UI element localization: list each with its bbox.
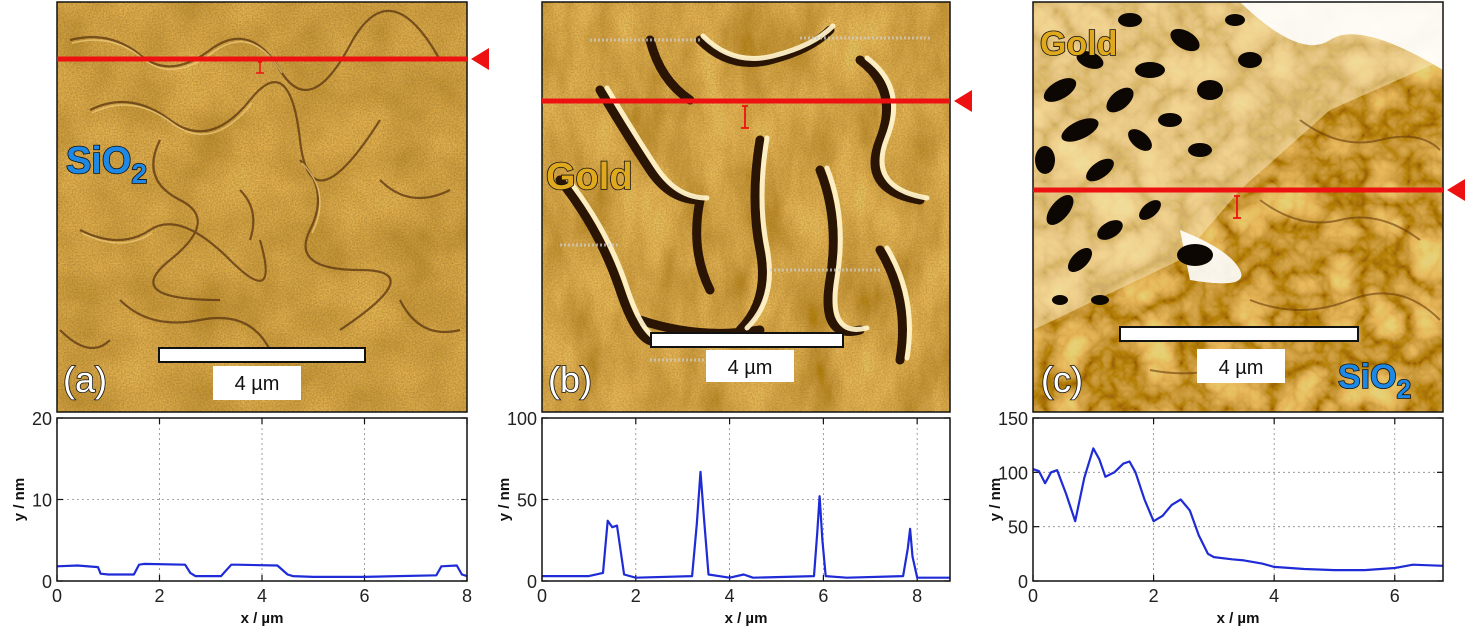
y-tick-label-c-3: 150 xyxy=(998,409,1028,429)
afm-c-gold-region xyxy=(1033,2,1443,330)
panel-letter-b: (b) xyxy=(548,359,592,400)
x-tick-label-c-3: 6 xyxy=(1390,586,1400,606)
panel-letter-a: (a) xyxy=(63,359,107,400)
profile-cursor-b xyxy=(741,105,749,129)
material-label-a-1: SiO2 xyxy=(66,140,147,189)
material-label-c-2: SiO2 xyxy=(1338,358,1411,404)
y-axis-title-c: y / nm xyxy=(987,478,1004,521)
y-axis-title-a: y / nm xyxy=(11,478,28,521)
afm-c-bright-patch xyxy=(1240,2,1443,70)
x-tick-label-c-1: 2 xyxy=(1149,586,1159,606)
scale-bar-b xyxy=(650,332,844,348)
height-profile-line-c xyxy=(1032,447,1444,572)
height-profile-line-b xyxy=(542,470,950,579)
x-tick-label-a-2: 4 xyxy=(257,586,267,606)
x-tick-label-b-0: 0 xyxy=(537,586,547,606)
plot-frame-c xyxy=(1032,417,1444,582)
afm-a-grain-boundaries xyxy=(59,9,461,351)
afm-frame-a xyxy=(56,1,468,413)
afm-frame-c xyxy=(1032,1,1444,413)
x-axis-title-c: x / µm xyxy=(1217,610,1260,627)
x-axis-title-b: x / µm xyxy=(725,610,768,627)
height-profile-line-a xyxy=(56,562,468,579)
y-tick-label-a-2: 20 xyxy=(32,409,52,429)
profile-plot-c: 0 2 4 6 0 50 100 150 x / µm y / nm xyxy=(987,409,1444,627)
plot-frame-a xyxy=(56,417,468,582)
x-tick-label-b-2: 4 xyxy=(725,586,735,606)
x-tick-label-a-3: 6 xyxy=(359,586,369,606)
afm-image-a xyxy=(57,2,467,412)
scale-label-b: 4 µm xyxy=(728,357,773,379)
x-tick-label-a-0: 0 xyxy=(52,586,62,606)
y-tick-label-a-0: 0 xyxy=(42,572,52,592)
profile-marker-b xyxy=(954,90,972,112)
y-tick-label-c-1: 50 xyxy=(1008,518,1028,538)
y-tick-label-b-0: 0 xyxy=(527,572,537,592)
plot-frame-b xyxy=(541,417,951,582)
scale-label-c: 4 µm xyxy=(1219,357,1264,379)
scale-label-box-b xyxy=(706,350,794,382)
y-tick-label-c-0: 0 xyxy=(1018,572,1028,592)
y-axis-title-b: y / nm xyxy=(496,478,513,521)
x-tick-label-b-4: 8 xyxy=(912,586,922,606)
afm-image-b xyxy=(542,2,950,412)
x-tick-label-b-3: 6 xyxy=(818,586,828,606)
x-tick-label-c-0: 0 xyxy=(1028,586,1038,606)
y-tick-label-c-2: 100 xyxy=(998,463,1028,483)
x-tick-label-a-1: 2 xyxy=(154,586,164,606)
y-tick-label-b-2: 100 xyxy=(507,409,537,429)
x-tick-label-c-2: 4 xyxy=(1269,586,1279,606)
scale-bar-c xyxy=(1119,326,1359,342)
y-tick-label-b-1: 50 xyxy=(517,491,537,511)
afm-b-scan-artifacts xyxy=(560,36,930,362)
afm-a-highlights xyxy=(71,39,321,244)
afm-frame-b xyxy=(541,1,951,413)
y-tick-label-a-1: 10 xyxy=(32,491,52,511)
scale-label-box-a xyxy=(213,366,301,400)
plot-area-c xyxy=(1033,418,1443,581)
profile-marker-c xyxy=(1447,179,1465,201)
panel-letter-c: (c) xyxy=(1041,359,1083,400)
x-axis-title-a: x / µm xyxy=(241,610,284,627)
profile-cursor-a xyxy=(256,61,264,74)
scale-bar-a xyxy=(158,347,366,363)
afm-c-dark-islands xyxy=(1035,13,1262,305)
x-tick-label-a-4: 8 xyxy=(462,586,472,606)
profile-marker-a xyxy=(471,48,489,70)
afm-image-c xyxy=(1033,2,1443,412)
x-tick-label-b-1: 2 xyxy=(631,586,641,606)
profile-plot-a: 0 2 4 6 8 0 10 20 x / µm y / nm xyxy=(11,409,472,627)
scale-label-a: 4 µm xyxy=(235,373,280,395)
material-label-b-1: Gold xyxy=(546,156,633,198)
profile-cursor-c xyxy=(1233,195,1241,219)
profile-plot-b: 0 2 4 6 8 0 50 100 x / µm y / nm xyxy=(496,409,951,627)
scale-label-box-c xyxy=(1197,349,1285,383)
material-label-c-1: Gold xyxy=(1040,25,1117,63)
